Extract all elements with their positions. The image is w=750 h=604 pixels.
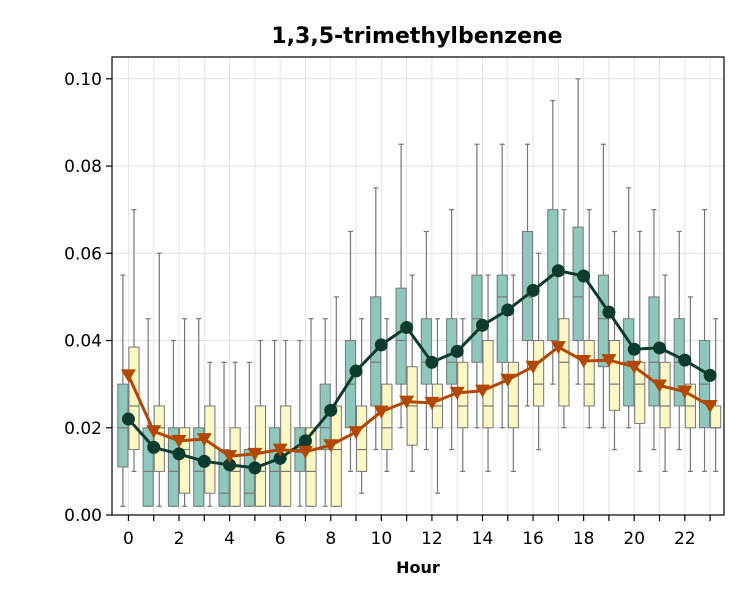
x-tick-label: 14 — [472, 529, 494, 549]
x-tick-label: 8 — [325, 529, 336, 549]
series-marker — [171, 434, 187, 448]
box — [218, 449, 230, 507]
x-tick-label: 4 — [224, 529, 235, 549]
series-marker — [272, 443, 288, 457]
series-marker — [678, 353, 692, 367]
series-marker — [602, 305, 616, 319]
box — [597, 274, 609, 368]
y-tick-label: 0.00 — [64, 506, 102, 526]
series-marker — [348, 426, 364, 440]
series-marker — [324, 403, 338, 417]
x-tick-label: 22 — [674, 529, 696, 549]
box — [381, 383, 393, 451]
series-marker — [474, 384, 490, 398]
series-marker — [501, 303, 515, 317]
series-marker — [297, 445, 313, 459]
series-marker — [247, 447, 263, 461]
box — [167, 427, 180, 507]
series-marker — [526, 283, 540, 297]
x-tick-label: 10 — [371, 529, 393, 549]
x-tick-label: 6 — [275, 529, 286, 549]
y-tick-label: 0.04 — [64, 332, 102, 352]
y-tick-label: 0.10 — [64, 70, 102, 90]
box — [583, 340, 595, 407]
box — [117, 383, 129, 468]
series-marker — [652, 379, 668, 393]
box — [507, 361, 519, 429]
series-marker — [550, 341, 566, 355]
series-marker — [500, 373, 516, 387]
box — [204, 405, 216, 494]
grid — [112, 57, 724, 516]
chart-title: 1,3,5-trimethylbenzene — [271, 24, 562, 49]
x-tick-label: 20 — [623, 529, 645, 549]
x-tick-label: 12 — [421, 529, 443, 549]
box — [330, 405, 342, 507]
series-marker — [653, 341, 667, 355]
box — [305, 427, 317, 507]
box — [395, 287, 407, 385]
series-lines — [120, 264, 718, 475]
series-marker — [349, 364, 363, 378]
series-marker — [677, 385, 693, 399]
box — [572, 226, 584, 342]
box — [153, 405, 165, 472]
axis-ticks: 0 2 4 6 8 10 12 14 16 18 20 22 0.00 0.02 0.04 0.06 0.08 0… — [64, 70, 711, 549]
series-marker — [399, 395, 415, 409]
box — [179, 427, 191, 494]
box — [496, 274, 508, 363]
series-marker — [577, 269, 591, 283]
series-marker — [702, 399, 718, 413]
box — [356, 405, 368, 472]
series-marker — [373, 405, 389, 419]
series-marker — [147, 440, 161, 454]
series-marker — [703, 368, 717, 382]
series-marker — [197, 454, 211, 468]
box — [243, 449, 255, 507]
series-marker — [374, 338, 388, 352]
box — [420, 318, 432, 385]
series-marker — [248, 461, 262, 475]
series-marker — [121, 412, 135, 426]
series-marker — [627, 342, 641, 356]
box — [269, 427, 281, 507]
series-marker — [400, 320, 414, 334]
series-marker — [222, 450, 238, 464]
series-marker — [525, 360, 541, 374]
y-tick-label: 0.02 — [64, 419, 102, 439]
series-marker — [298, 434, 312, 448]
series-marker — [450, 344, 464, 358]
y-tick-label: 0.08 — [64, 157, 102, 177]
box — [659, 361, 671, 429]
series-marker — [196, 433, 212, 447]
series-marker — [576, 355, 592, 369]
series-marker — [323, 439, 339, 453]
series-marker — [601, 354, 617, 368]
series-marker — [273, 451, 287, 465]
series-marker — [172, 447, 186, 461]
series-marker — [551, 264, 565, 278]
x-tick-label: 2 — [174, 529, 185, 549]
x-tick-label: 18 — [573, 529, 595, 549]
series-marker — [475, 318, 489, 332]
series-marker — [146, 425, 162, 439]
box — [482, 340, 494, 429]
series-marker — [425, 355, 439, 369]
y-tick-label: 0.06 — [64, 244, 102, 264]
x-tick-label: 0 — [123, 529, 134, 549]
box — [608, 340, 621, 411]
series-marker — [424, 396, 440, 410]
x-axis-label: Hour — [396, 558, 440, 577]
series-marker — [223, 458, 237, 472]
series-marker — [120, 369, 136, 383]
series-marker — [449, 386, 465, 400]
box — [533, 340, 545, 407]
series-marker — [626, 360, 642, 374]
plot-frame — [111, 56, 725, 516]
x-tick-label: 16 — [522, 529, 544, 549]
